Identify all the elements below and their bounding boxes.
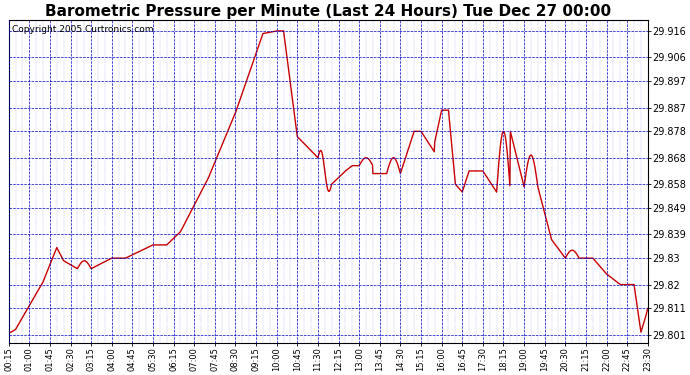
Title: Barometric Pressure per Minute (Last 24 Hours) Tue Dec 27 00:00: Barometric Pressure per Minute (Last 24 … — [45, 4, 611, 19]
Text: Copyright 2005 Curtronics.com: Copyright 2005 Curtronics.com — [12, 25, 153, 34]
